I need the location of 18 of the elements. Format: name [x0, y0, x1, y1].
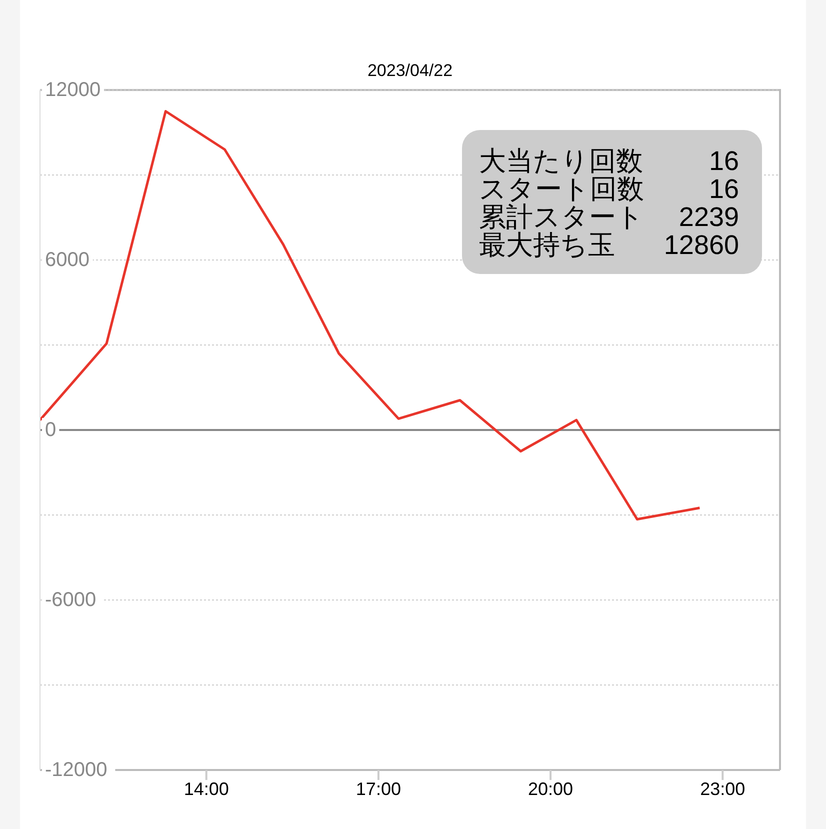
annotation: スタート回数 [479, 174, 644, 204]
chart-title: 2023/04/22 [367, 61, 453, 80]
annotation: 累計スタート [479, 202, 644, 232]
y-tick-label: 0 [45, 419, 56, 441]
annotation: 16 [708, 174, 739, 204]
y-tick-label: 6000 [45, 249, 90, 271]
annotation: 16 [708, 146, 739, 176]
y-tick-label: 12000 [45, 79, 101, 101]
x-tick-label: 17:00 [356, 778, 401, 799]
x-tick-label: 23:00 [700, 778, 746, 799]
y-tick-label: -12000 [45, 759, 108, 781]
y-tick-label: -6000 [45, 589, 96, 611]
annotation: 大当たり回数 [479, 146, 643, 176]
annotation: 最大持ち玉 [479, 230, 615, 260]
x-tick-label: 14:00 [184, 778, 229, 799]
x-tick-label: 20:00 [528, 778, 574, 799]
annotation: 2239 [678, 202, 739, 232]
annotation: 12860 [664, 230, 739, 260]
